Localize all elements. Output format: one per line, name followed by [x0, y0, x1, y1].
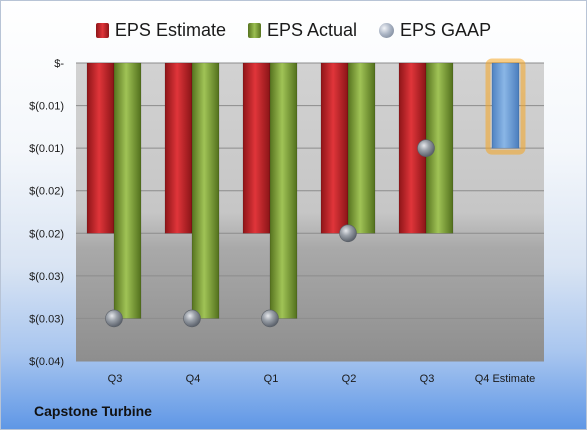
eps-actual-bar [113, 62, 142, 319]
company-name: Capstone Turbine [34, 403, 152, 419]
y-tick-label: $(0.01) [29, 143, 64, 155]
legend-item-eps-actual: EPS Actual [247, 19, 358, 41]
eps-gaap-sphere-icon [379, 22, 395, 38]
eps-actual-bar [191, 62, 220, 319]
eps-estimate-bar [242, 62, 271, 234]
x-tick-label: Q4 Estimate [475, 373, 536, 385]
y-tick-label: $(0.03) [29, 271, 64, 283]
y-tick-label: $(0.02) [29, 186, 64, 198]
estimate-highlight [485, 58, 526, 155]
eps-gaap-marker [261, 309, 279, 328]
eps-estimate-bar [86, 62, 115, 234]
y-tick-label: $(0.04) [29, 356, 64, 368]
x-tick-label: Q1 [264, 373, 279, 385]
eps-actual-swatch-icon [247, 22, 261, 38]
x-tick-label: Q4 [186, 373, 201, 385]
plot-area [76, 63, 544, 361]
eps-gaap-marker [417, 139, 435, 157]
x-tick-label: Q3 [420, 373, 435, 385]
legend-item-eps-estimate: EPS Estimate [95, 19, 226, 41]
legend-label: EPS Actual [266, 19, 358, 40]
chart-legend: EPS Estimate EPS Actual EPS GAAP [1, 15, 586, 45]
legend-label: EPS Estimate [114, 19, 226, 40]
eps-actual-bar [347, 62, 376, 234]
x-tick-label: Q2 [342, 373, 357, 385]
eps-actual-bar [269, 62, 298, 319]
y-tick-label: $(0.01) [29, 101, 64, 113]
legend-item-eps-gaap: EPS GAAP [379, 20, 491, 41]
eps-estimate-swatch-icon [95, 22, 109, 38]
y-tick-label: $(0.02) [29, 228, 64, 240]
y-tick-label: $(0.03) [29, 313, 64, 325]
eps-gaap-marker [339, 224, 357, 243]
y-tick-label: $- [54, 58, 64, 70]
eps-estimate-next-bar [491, 62, 520, 149]
eps-estimate-bar [320, 62, 349, 234]
eps-estimate-bar [164, 62, 193, 234]
eps-gaap-marker [183, 309, 201, 328]
legend-label: EPS GAAP [400, 19, 492, 40]
eps-gaap-marker [105, 309, 123, 328]
x-tick-label: Q3 [108, 373, 123, 385]
